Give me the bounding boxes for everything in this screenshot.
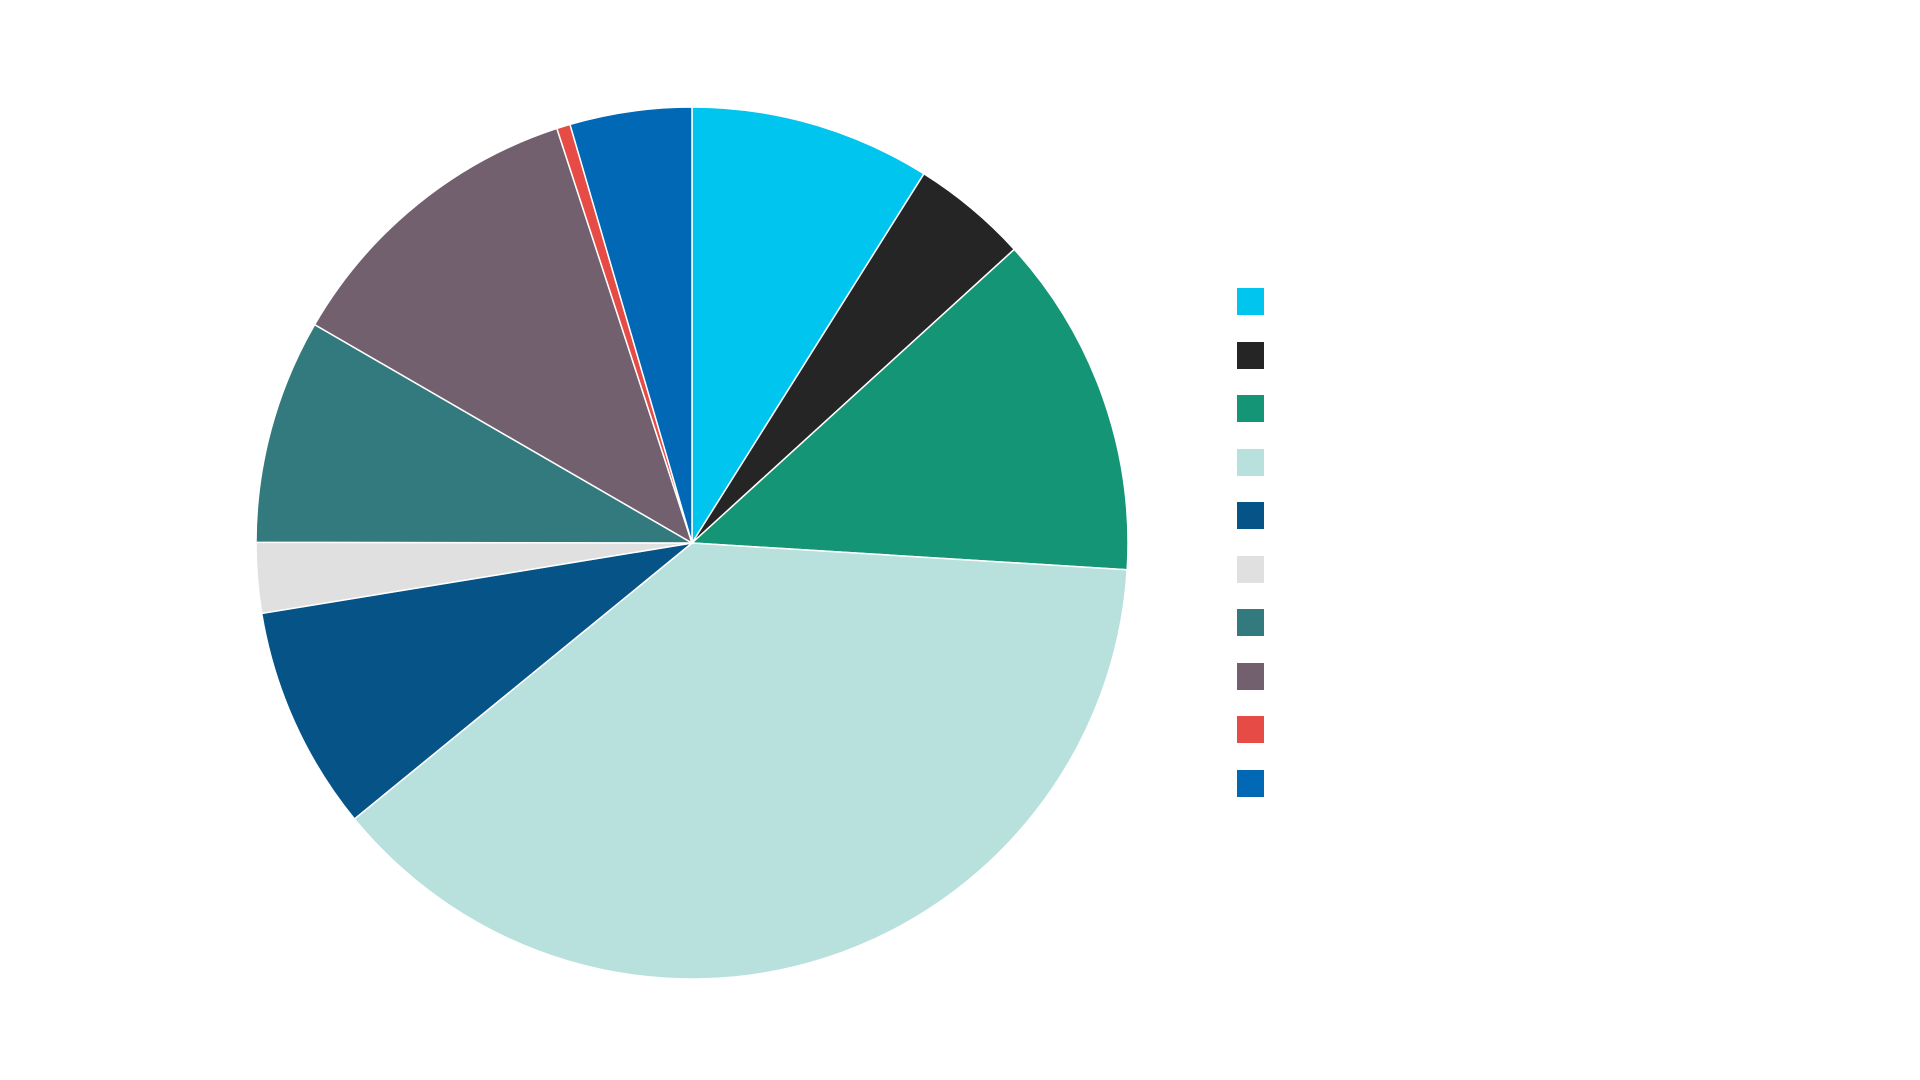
legend-swatch-8 [1237, 662, 1264, 690]
pie-slice-3 [690, 248, 1129, 571]
pie-slice-1 [691, 106, 925, 546]
legend-swatch-9 [1237, 716, 1264, 743]
pie-slice-5 [260, 541, 695, 821]
legend-item-9 [1237, 716, 1264, 743]
pie-slice-10 [569, 106, 693, 544]
legend-swatch-7 [1237, 609, 1264, 636]
legend-swatch-1 [1237, 288, 1264, 315]
legend-item-5 [1237, 502, 1264, 529]
pie-slice-4 [353, 542, 1128, 980]
legend-swatch-10 [1237, 769, 1264, 797]
legend-item-8 [1237, 662, 1264, 690]
pie-slice-7 [255, 323, 695, 544]
legend-item-10 [1237, 769, 1264, 797]
legend-item-3 [1237, 395, 1264, 422]
legend-swatch-6 [1237, 555, 1264, 583]
legend-swatch-2 [1237, 341, 1264, 369]
legend [1237, 288, 1264, 797]
legend-item-7 [1237, 609, 1264, 636]
legend-swatch-4 [1237, 448, 1264, 476]
pie-slice-8 [313, 127, 694, 545]
legend-item-1 [1237, 288, 1264, 315]
legend-swatch-5 [1237, 502, 1264, 529]
legend-item-4 [1237, 448, 1264, 476]
legend-item-2 [1237, 341, 1264, 369]
legend-swatch-3 [1237, 395, 1264, 422]
legend-item-6 [1237, 555, 1264, 583]
